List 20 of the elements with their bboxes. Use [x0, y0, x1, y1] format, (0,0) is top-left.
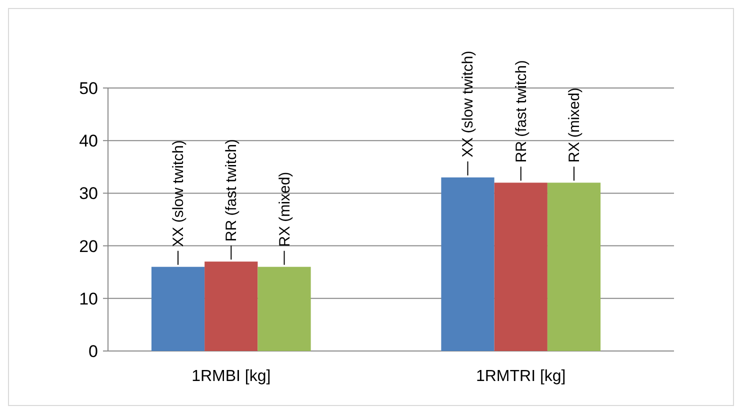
y-tick-label: 10 [79, 289, 98, 308]
text: XX (slow twitch) [170, 140, 188, 247]
bar [258, 266, 311, 351]
text: RR (fast twitch) [223, 139, 240, 242]
bar [547, 182, 601, 351]
y-tick-label: 30 [79, 184, 98, 204]
y-tick-label: 20 [79, 236, 98, 256]
text: XX (slow twitch) [460, 50, 477, 158]
x-tick-label: 1RMTRI [kg] [476, 368, 566, 385]
bar [441, 177, 494, 351]
text: RX (mixed) [276, 172, 294, 247]
bar [151, 266, 205, 351]
x-tick-label: 1RMBI [kg] [192, 368, 271, 385]
y-tick-label: 50 [79, 78, 98, 98]
bar [204, 262, 258, 351]
y-tick-label: 40 [79, 132, 98, 151]
text: RX (mixed) [566, 88, 583, 163]
y-tick-label: 0 [88, 342, 98, 361]
bar [494, 182, 548, 351]
text: RR (fast twitch) [512, 60, 530, 163]
